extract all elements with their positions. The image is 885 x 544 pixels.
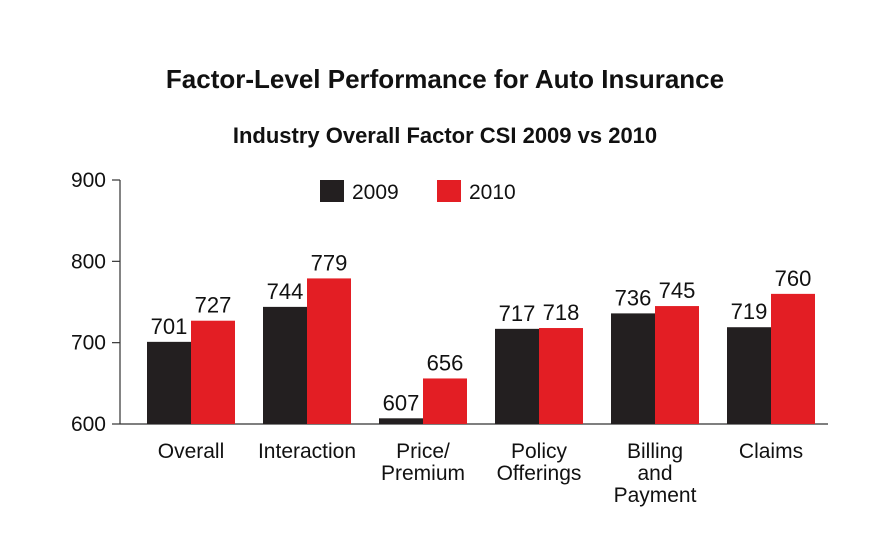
bar-2009-5 [727,327,771,424]
legend: 2009 2010 [320,180,516,204]
legend-label-2010: 2010 [469,181,516,204]
y-tick-label-700: 700 [71,332,106,355]
bar-2009-0 [147,341,191,424]
bar-2009-4 [611,313,655,424]
x-tick-label-0-0: Overall [158,440,225,463]
x-tick-label-4-2: Payment [614,484,697,507]
x-tick-label-2-0: Price/ [396,440,450,463]
bar-label-2010-2: 656 [427,350,464,375]
legend-swatch-2009 [320,180,344,202]
bar-2009-1 [263,306,307,424]
chart-title: Factor-Level Performance for Auto Insura… [166,64,724,94]
bar-label-2010-0: 727 [195,293,232,318]
legend-swatch-2010 [437,180,461,202]
x-axis-labels: Overall Interaction Price/Premium PolicyOff… [158,440,803,507]
bar-2010-5 [771,293,815,424]
bar-2010-2 [423,378,467,424]
x-tick-label-3-1: Offerings [497,462,582,485]
bar-label-2010-4: 745 [659,278,696,303]
y-tick-label-800: 800 [71,250,106,273]
bar-label-2010-3: 718 [543,300,580,325]
bar-2009-2 [379,418,423,424]
bar-label-2009-1: 744 [267,279,304,304]
bar-2009-3 [495,328,539,424]
legend-label-2009: 2009 [352,181,399,204]
bar-label-2010-1: 779 [311,250,348,275]
x-tick-label-1-0: Interaction [258,440,356,463]
x-tick-label-5-0: Claims [739,440,803,463]
bar-labels: 701 727 744 779 607 656 717 718 736 745 719 760 [151,250,812,415]
x-tick-label-4-0: Billing [627,440,683,463]
bars [147,278,815,424]
bar-2010-3 [539,328,583,424]
bar-label-2010-5: 760 [775,266,812,291]
bar-label-2009-0: 701 [151,314,188,339]
y-axis-ticks: 600 700 800 900 [71,169,120,436]
x-tick-label-4-1: and [637,462,672,485]
bar-label-2009-4: 736 [615,285,652,310]
y-tick-label-900: 900 [71,169,106,192]
x-tick-label-2-1: Premium [381,462,465,485]
bar-2010-0 [191,320,235,424]
bar-2010-4 [655,306,699,424]
chart-subtitle: Industry Overall Factor CSI 2009 vs 2010 [233,123,657,148]
bar-label-2009-2: 607 [383,390,420,415]
y-tick-label-600: 600 [71,413,106,436]
x-tick-label-3-0: Policy [511,440,568,463]
bar-label-2009-5: 719 [731,299,768,324]
bar-label-2009-3: 717 [499,301,536,326]
bar-2010-1 [307,278,351,424]
